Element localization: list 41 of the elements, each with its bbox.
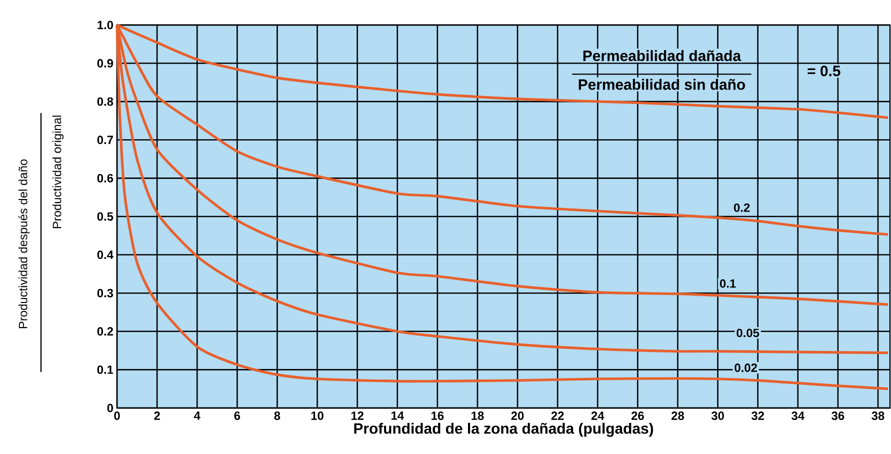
y-tick-label: 0.3 <box>97 288 114 298</box>
x-tick-label: 4 <box>194 412 200 420</box>
x-tick-label: 16 <box>432 412 444 420</box>
y-tick-label: 0.9 <box>97 59 114 68</box>
text: Productividad original <box>52 116 64 228</box>
x-tick-label: 0 <box>114 412 120 420</box>
x-axis-title: Profundidad de la zona dañada (pulgadas) <box>354 422 654 437</box>
x-tick-label: 38 <box>872 412 884 420</box>
annotation: Permeabilidad sin daño <box>578 78 746 90</box>
y-tick-label: 0 <box>107 404 113 412</box>
annotation: 0.2 <box>734 203 750 212</box>
y-tick-label: 0.8 <box>97 97 114 106</box>
x-tick-label: 6 <box>234 412 240 420</box>
y-tick-label: 0.6 <box>97 174 114 182</box>
annotation: 0.1 <box>720 279 736 288</box>
x-tick-label: 8 <box>274 412 280 420</box>
annotation: 0.05 <box>736 328 760 338</box>
x-tick-label: 26 <box>631 412 644 420</box>
x-tick-label: 2 <box>154 412 160 420</box>
text: Productividad después del daño <box>18 159 30 328</box>
x-tick-label: 34 <box>792 412 804 420</box>
y-tick-label: 0.4 <box>97 250 114 260</box>
y-tick-label: 0.1 <box>97 365 114 374</box>
annotation: Permeabilidad dañada <box>583 50 742 62</box>
x-tick-label: 10 <box>311 412 324 420</box>
annotation: = 0.5 <box>808 66 840 76</box>
x-tick-label: 22 <box>551 412 564 420</box>
x-tick-label: 36 <box>832 412 844 420</box>
x-tick-label: 32 <box>751 412 764 420</box>
annotation: 0.02 <box>734 364 757 372</box>
y-tick-label: 1.0 <box>98 20 113 30</box>
y-tick-label: 0.2 <box>97 327 114 336</box>
x-tick-label: 12 <box>351 412 364 420</box>
y-tick-label: 0.5 <box>97 212 114 221</box>
x-tick-label: 18 <box>472 412 484 420</box>
x-tick-label: 30 <box>711 412 724 420</box>
y-tick-label: 0.7 <box>97 136 113 144</box>
x-tick-label: 28 <box>672 412 684 420</box>
x-tick-label: 20 <box>511 412 524 420</box>
x-tick-label: 24 <box>591 412 604 420</box>
x-tick-label: 14 <box>391 412 404 420</box>
